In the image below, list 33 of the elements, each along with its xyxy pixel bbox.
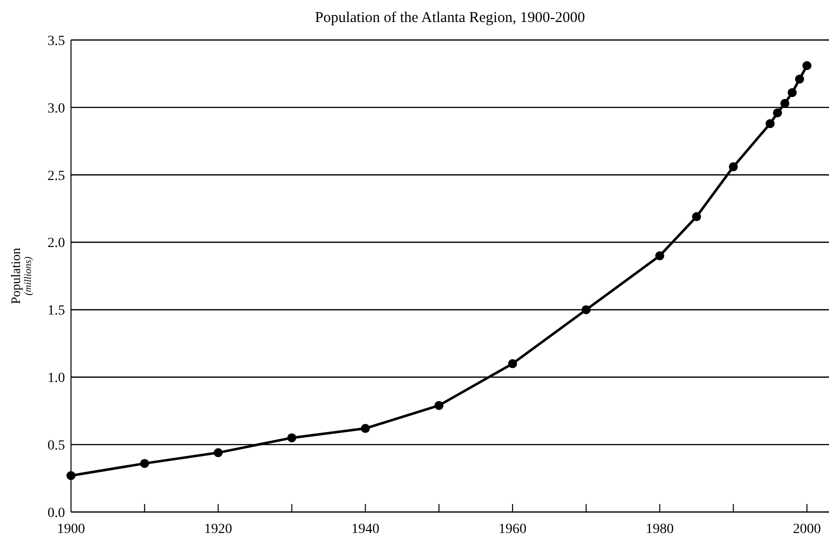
y-axis-title: Population (millions) [8,247,34,304]
point [508,359,518,368]
point [655,251,664,260]
point [140,458,150,468]
x-tick-label: 2000 [792,522,821,537]
point [766,119,775,128]
point [66,471,76,480]
point [728,162,738,172]
y-tick-label: 1.5 [48,304,65,319]
point [287,433,296,442]
y-tick-label: 0.5 [48,438,65,454]
x-tick-label: 1980 [646,522,674,537]
y-tick-label: 0.0 [48,506,65,521]
x-tick-label: 1900 [57,522,85,537]
point [772,108,782,118]
y-tick-label: 3.5 [48,34,65,49]
point [582,305,591,314]
y-tick-label: 1.0 [48,371,65,386]
point [795,74,804,84]
x-tick-label: 1940 [351,522,380,537]
point [214,448,223,458]
y-tick-label: 2.0 [48,236,65,252]
point [434,400,444,410]
point [692,212,702,222]
x-tick-label: 1920 [204,522,232,537]
x-tick-label: 1960 [498,522,527,537]
point [802,61,812,70]
point [360,424,370,433]
chart-title: Population of the Atlanta Region, 1900-2000 [315,10,585,26]
point [780,98,790,108]
point [788,88,797,98]
y-tick-label: 3.0 [48,101,65,116]
y-tick-label: 2.5 [48,168,65,184]
